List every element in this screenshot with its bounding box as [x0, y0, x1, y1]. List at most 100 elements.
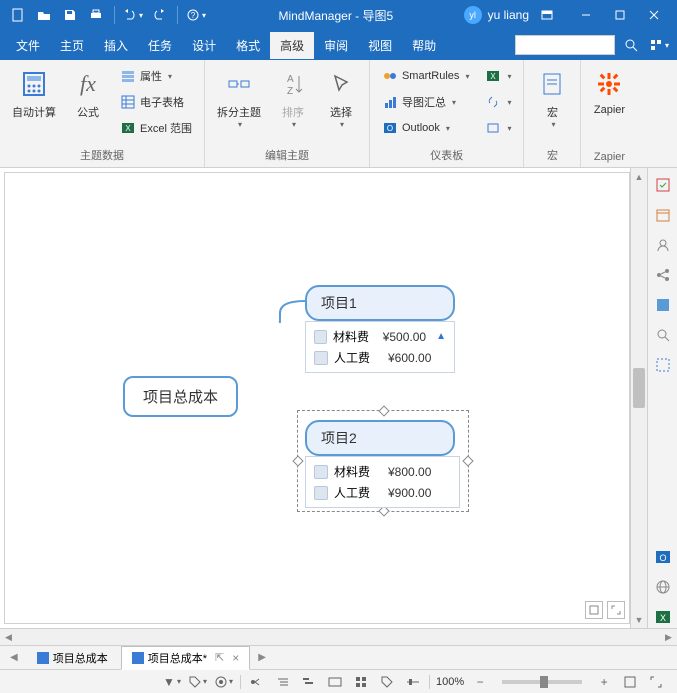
view-gantt-button[interactable]	[299, 672, 319, 692]
sp-contacts[interactable]	[652, 234, 674, 256]
select-button[interactable]: 选择▾	[319, 64, 363, 133]
properties-button[interactable]: 属性▾	[114, 64, 198, 88]
tab-1[interactable]: 项目总成本*⇱×	[121, 646, 251, 670]
map-summary-button[interactable]: 导图汇总▾	[376, 90, 475, 114]
spreadsheet-button[interactable]: 电子表格	[114, 90, 198, 114]
new-doc-button[interactable]	[6, 3, 30, 27]
sp-web[interactable]	[652, 576, 674, 598]
horizontal-scrollbar[interactable]: ◀ ▶	[0, 628, 677, 645]
sp-browse[interactable]	[652, 294, 674, 316]
print-button[interactable]	[84, 3, 108, 27]
vertical-scrollbar[interactable]: ▲ ▼	[630, 168, 647, 628]
canvas[interactable]: 项目总成本 项目1 材料费¥500.00▲ 人工费¥600.00 项目2 材料费…	[4, 172, 630, 624]
sort-asc-icon: ▲	[436, 331, 446, 342]
more-button[interactable]: ▾	[479, 116, 517, 140]
menu-help[interactable]: 帮助	[402, 32, 446, 59]
fit-button[interactable]	[620, 672, 640, 692]
zoom-value[interactable]: 100%	[436, 676, 464, 688]
zapier-button[interactable]: Zapier	[587, 64, 631, 120]
zapier-icon	[593, 68, 625, 100]
filter-button[interactable]: ▼▾	[162, 672, 182, 692]
sp-view[interactable]	[652, 354, 674, 376]
sp-search[interactable]	[652, 324, 674, 346]
subtopic-1[interactable]: 项目1	[305, 285, 455, 321]
view-outline-button[interactable]	[273, 672, 293, 692]
doc-icon	[132, 652, 144, 664]
maximize-button[interactable]	[603, 0, 637, 30]
menu-format[interactable]: 格式	[226, 32, 270, 59]
sp-excel[interactable]: X	[652, 606, 674, 628]
zoom-out-button[interactable]: −	[470, 672, 490, 692]
excel-range-button[interactable]: XExcel 范围	[114, 116, 198, 140]
sp-calendar[interactable]	[652, 204, 674, 226]
view-timeline-button[interactable]	[403, 672, 423, 692]
smartrules-button[interactable]: SmartRules▾	[376, 64, 475, 88]
central-topic[interactable]: 项目总成本	[123, 376, 238, 417]
view-tag-button[interactable]	[377, 672, 397, 692]
ribbon-group-zapier: Zapier Zapier	[581, 60, 637, 167]
scroll-thumb[interactable]	[633, 368, 645, 408]
workspace: 项目总成本 项目1 材料费¥500.00▲ 人工费¥600.00 项目2 材料费…	[0, 168, 677, 628]
user-area[interactable]: yl yu liang	[464, 3, 559, 27]
redo-button[interactable]	[147, 3, 171, 27]
outlook-icon: O	[382, 120, 398, 136]
macro-button[interactable]: 宏▾	[530, 64, 574, 133]
split-topic-button[interactable]: 拆分主题▾	[211, 64, 267, 133]
scroll-right[interactable]: ▶	[660, 632, 677, 643]
svg-text:X: X	[659, 613, 665, 623]
save-button[interactable]	[58, 3, 82, 27]
view-slide-button[interactable]	[325, 672, 345, 692]
settings-dropdown[interactable]: ▾	[647, 33, 671, 57]
prop-icon	[314, 330, 327, 344]
ribbon-display-button[interactable]	[535, 3, 559, 27]
view-map-button[interactable]	[247, 672, 267, 692]
autocalc-button[interactable]: 自动计算	[6, 64, 62, 124]
subtopic-2-details[interactable]: 材料费¥800.00 人工费¥900.00	[305, 456, 460, 508]
sp-outlook[interactable]: O	[652, 546, 674, 568]
fullscreen-button[interactable]	[646, 672, 666, 692]
menu-review[interactable]: 审阅	[314, 32, 358, 59]
subtopic-1-details[interactable]: 材料费¥500.00▲ 人工费¥600.00	[305, 321, 455, 373]
menu-home[interactable]: 主页	[50, 32, 94, 59]
zoom-in-button[interactable]: +	[594, 672, 614, 692]
menu-advanced[interactable]: 高级	[270, 32, 314, 59]
view-icons-button[interactable]	[351, 672, 371, 692]
menu-file[interactable]: 文件	[6, 32, 50, 59]
scroll-left[interactable]: ◀	[0, 632, 17, 643]
nav-button[interactable]	[585, 601, 603, 619]
tab-prev[interactable]: ◀	[4, 652, 24, 663]
undo-button[interactable]: ▾	[121, 3, 145, 27]
scroll-down[interactable]: ▼	[631, 611, 647, 628]
svg-text:Z: Z	[287, 86, 293, 97]
menu-view[interactable]: 视图	[358, 32, 402, 59]
menu-design[interactable]: 设计	[182, 32, 226, 59]
target-button[interactable]: ▾	[214, 672, 234, 692]
tag-button[interactable]: ▾	[188, 672, 208, 692]
tab-close-icon[interactable]: ×	[232, 651, 239, 665]
scroll-up[interactable]: ▲	[631, 168, 647, 185]
username: yu liang	[488, 8, 529, 22]
excel-link-button[interactable]: X▾	[479, 64, 517, 88]
sp-task[interactable]	[652, 174, 674, 196]
outlook-button[interactable]: OOutlook▾	[376, 116, 475, 140]
svg-text:X: X	[125, 124, 131, 133]
menu-tasks[interactable]: 任务	[138, 32, 182, 59]
close-button[interactable]	[637, 0, 671, 30]
minimize-button[interactable]	[569, 0, 603, 30]
open-button[interactable]	[32, 3, 56, 27]
link-button[interactable]: ▾	[479, 90, 517, 114]
expand-button[interactable]	[607, 601, 625, 619]
tab-0[interactable]: 项目总成本	[26, 646, 119, 670]
svg-text:O: O	[659, 553, 666, 563]
sp-share[interactable]	[652, 264, 674, 286]
search-button[interactable]	[619, 33, 643, 57]
sort-button[interactable]: AZ 排序▾	[271, 64, 315, 133]
tab-pin-icon[interactable]: ⇱	[215, 651, 224, 664]
zoom-slider[interactable]	[502, 680, 582, 684]
formula-button[interactable]: fx 公式	[66, 64, 110, 124]
help-dropdown[interactable]: ?▾	[184, 3, 208, 27]
tab-next[interactable]: ▶	[252, 652, 272, 663]
menu-insert[interactable]: 插入	[94, 32, 138, 59]
subtopic-2[interactable]: 项目2	[305, 420, 455, 456]
search-input[interactable]	[515, 35, 615, 55]
